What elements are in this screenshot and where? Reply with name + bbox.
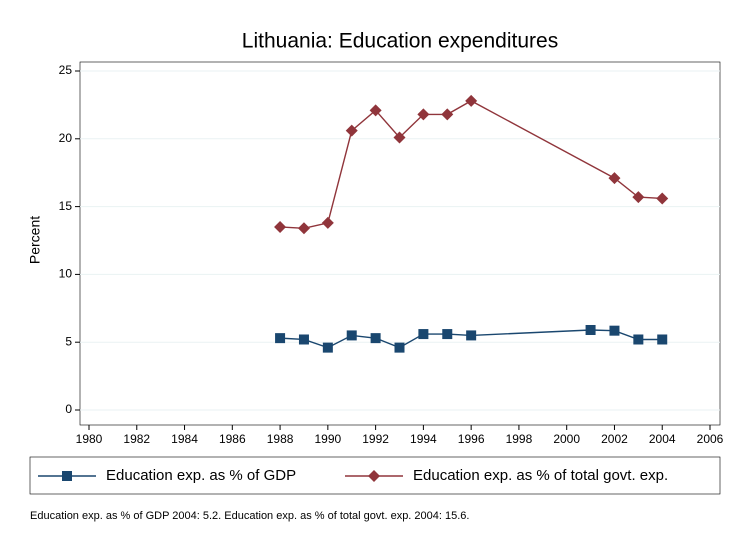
chart-title: Lithuania: Education expenditures [242,30,558,53]
x-tick-label: 1984 [171,432,198,446]
y-tick-label: 20 [59,131,73,145]
marker [633,334,644,345]
x-tick-label: 2006 [697,432,724,446]
marker [322,342,333,353]
marker [442,329,453,340]
note: Education exp. as % of GDP 2004: 5.2. Ed… [30,510,469,522]
x-tick-label: 1986 [219,432,246,446]
x-tick-label: 1992 [362,432,389,446]
x-tick-label: 1980 [76,432,103,446]
marker [297,222,310,235]
x-tick-label: 2004 [649,432,676,446]
marker [466,330,477,341]
y-tick-label: 10 [59,267,73,281]
marker [418,329,429,340]
marker [345,124,358,137]
x-tick-label: 1982 [123,432,150,446]
marker [370,333,381,344]
marker [321,216,334,229]
marker [608,172,621,185]
legend-label: Education exp. as % of GDP [106,467,296,484]
x-tick-label: 1996 [458,432,485,446]
plot-area [79,61,721,426]
marker [393,131,406,144]
marker [275,333,286,344]
marker [298,334,309,345]
x-tick-label: 2002 [601,432,628,446]
marker [585,324,596,335]
x-tick-label: 1998 [506,432,533,446]
marker [656,192,669,205]
marker [441,108,454,121]
marker [369,104,382,117]
y-tick-label: 0 [65,402,72,416]
marker [465,94,478,107]
marker [609,325,620,336]
marker [394,342,405,353]
marker [346,330,357,341]
marker [368,470,380,482]
y-tick-label: 15 [59,199,73,213]
marker [274,220,287,233]
marker [632,191,645,204]
x-tick-label: 1994 [410,432,437,446]
x-tick-label: 1990 [314,432,341,446]
y-axis-title: Percent [27,216,43,264]
y-tick-label: 5 [65,334,72,348]
y-tick-label: 25 [59,63,73,77]
legend-label: Education exp. as % of total govt. exp. [413,467,668,484]
marker [417,108,430,121]
marker [62,471,72,481]
x-tick-label: 2000 [553,432,580,446]
marker [657,334,668,345]
x-tick-label: 1988 [267,432,294,446]
